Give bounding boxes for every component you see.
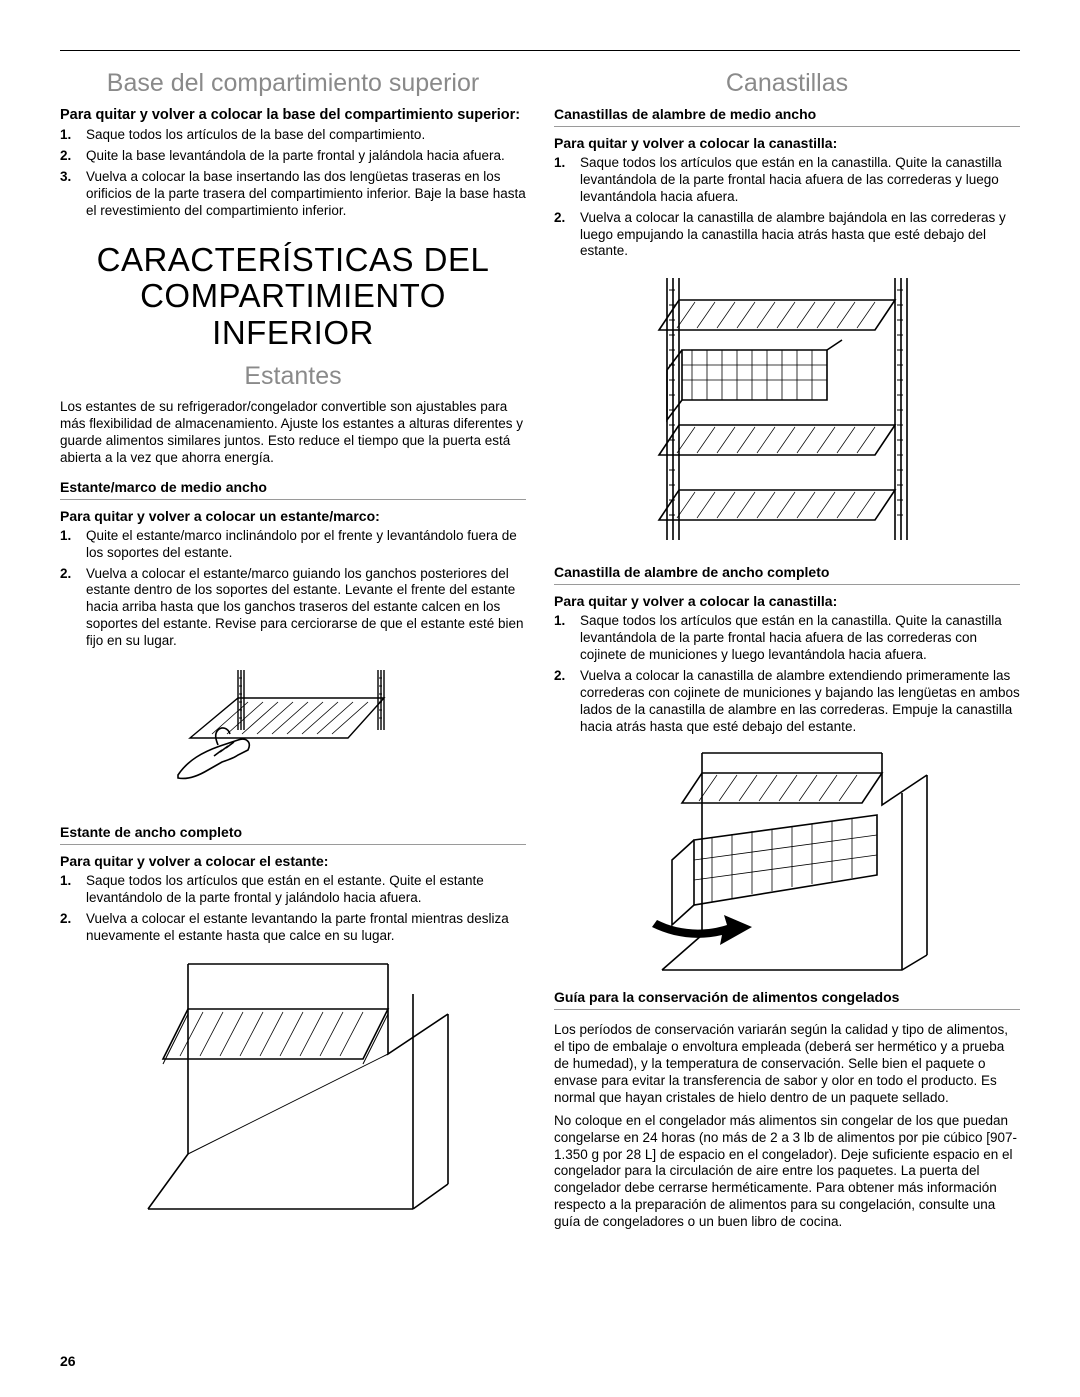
step: Vuelva a colocar la canastilla de alambr… <box>554 668 1020 736</box>
steps-half-shelf: Quite el estante/marco inclinándolo por … <box>60 528 526 650</box>
figure-half-basket <box>554 270 1020 550</box>
step: Vuelva a colocar la base insertando las … <box>60 169 526 220</box>
full-basket-illustration-icon <box>632 745 942 975</box>
subheading-remove-half-basket: Para quitar y volver a colocar la canast… <box>554 135 1020 151</box>
subheading-half-shelf: Estante/marco de medio ancho <box>60 479 526 500</box>
paragraph-storage-1: Los períodos de conservación variarán se… <box>554 1022 1020 1106</box>
page-number: 26 <box>60 1353 76 1369</box>
steps-half-basket: Saque todos los artículos que están en l… <box>554 155 1020 260</box>
paragraph-shelves-intro: Los estantes de su refrigerador/congelad… <box>60 399 526 467</box>
basket-rack-illustration-icon <box>627 270 947 550</box>
step: Quite la base levantándola de la parte f… <box>60 148 526 165</box>
section-title-baskets: Canastillas <box>554 69 1020 98</box>
figure-full-shelf <box>60 954 526 1214</box>
subheading-remove-full-shelf: Para quitar y volver a colocar el estant… <box>60 853 526 869</box>
section-title-base: Base del compartimiento superior <box>60 69 526 98</box>
title-line: CARACTERÍSTICAS DEL <box>97 241 490 278</box>
step: Saque todos los artículos de la base del… <box>60 127 526 144</box>
step: Saque todos los artículos que están en l… <box>554 155 1020 206</box>
paragraph-storage-2: No coloque en el congelador más alimento… <box>554 1113 1020 1231</box>
shelf-illustration-icon <box>168 660 418 810</box>
step: Quite el estante/marco inclinándolo por … <box>60 528 526 562</box>
subheading-remove-full-basket: Para quitar y volver a colocar la canast… <box>554 593 1020 609</box>
step: Saque todos los artículos que están en l… <box>554 613 1020 664</box>
subheading-remove-shelf-frame: Para quitar y volver a colocar un estant… <box>60 508 526 524</box>
figure-half-shelf <box>60 660 526 810</box>
subheading-food-storage-guide: Guía para la conservación de alimentos c… <box>554 989 1020 1010</box>
subheading-full-basket: Canastilla de alambre de ancho completo <box>554 564 1020 585</box>
left-column: Base del compartimiento superior Para qu… <box>60 65 526 1237</box>
figure-full-basket <box>554 745 1020 975</box>
heading-base-remove: Para quitar y volver a colocar la base d… <box>60 106 526 124</box>
steps-full-shelf: Saque todos los artículos que están en e… <box>60 873 526 945</box>
two-column-layout: Base del compartimiento superior Para qu… <box>60 65 1020 1237</box>
section-title-shelves: Estantes <box>60 362 526 391</box>
step: Vuelva a colocar la canastilla de alambr… <box>554 210 1020 261</box>
subheading-full-shelf: Estante de ancho completo <box>60 824 526 845</box>
title-line: COMPARTIMIENTO INFERIOR <box>140 277 446 351</box>
full-shelf-illustration-icon <box>128 954 458 1214</box>
main-heading-lower-compartment: CARACTERÍSTICAS DEL COMPARTIMIENTO INFER… <box>60 242 526 353</box>
right-column: Canastillas Canastillas de alambre de me… <box>554 65 1020 1237</box>
step: Vuelva a colocar el estante levantando l… <box>60 911 526 945</box>
steps-base: Saque todos los artículos de la base del… <box>60 127 526 219</box>
subheading-half-basket: Canastillas de alambre de medio ancho <box>554 106 1020 127</box>
steps-full-basket: Saque todos los artículos que están en l… <box>554 613 1020 735</box>
step: Vuelva a colocar el estante/marco guiand… <box>60 566 526 650</box>
step: Saque todos los artículos que están en e… <box>60 873 526 907</box>
top-divider <box>60 50 1020 51</box>
